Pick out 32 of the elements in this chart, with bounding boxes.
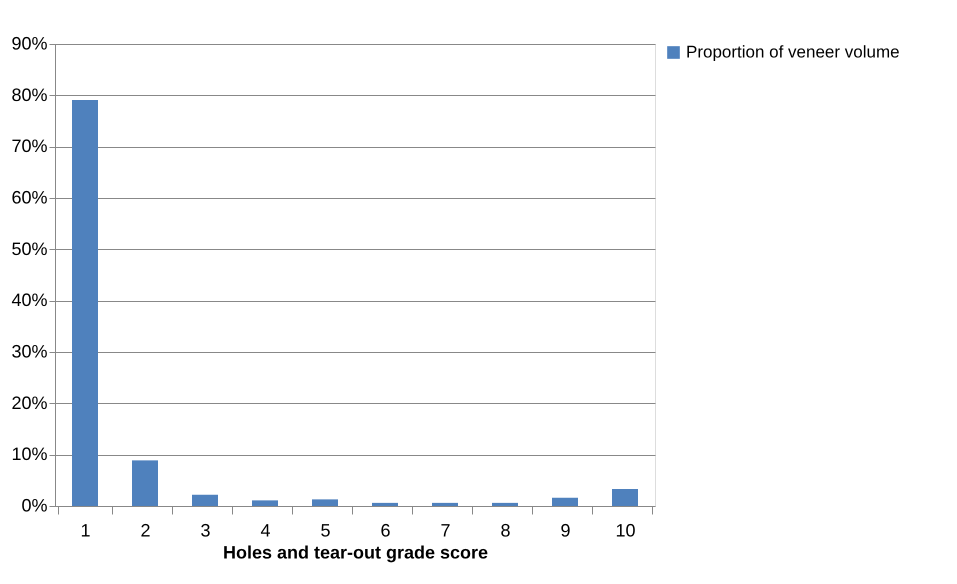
x-tick-label: 10 (615, 520, 636, 540)
y-tick-label: 50% (11, 238, 48, 259)
x-tick-label: 4 (260, 520, 271, 540)
bar (372, 502, 398, 506)
y-tick-label: 70% (11, 136, 48, 156)
x-tick-label: 8 (500, 520, 511, 540)
x-tick-label: 6 (380, 520, 391, 540)
x-axis-title: Holes and tear-out grade score (222, 542, 488, 562)
bar (552, 498, 578, 506)
y-tick-label: 20% (11, 392, 48, 413)
bar (252, 500, 278, 506)
bar (312, 499, 338, 506)
y-tick-label: 30% (11, 342, 48, 362)
bar (72, 100, 98, 506)
bar (492, 502, 518, 506)
x-tick-label: 2 (140, 520, 151, 540)
x-tick-label: 3 (200, 520, 211, 540)
bar (132, 460, 158, 506)
y-tick-label: 40% (11, 290, 48, 310)
bar (612, 489, 638, 506)
y-tick-label: 80% (11, 84, 48, 105)
x-tick-label: 1 (80, 520, 91, 540)
x-tick-label: 5 (320, 520, 331, 540)
bar (432, 502, 458, 506)
y-tick-label: 10% (11, 444, 48, 464)
y-tick-label: 90% (11, 34, 48, 54)
x-tick-label: 9 (560, 520, 571, 540)
bar (192, 494, 218, 506)
x-tick-label: 7 (440, 520, 451, 540)
y-tick-label: 60% (11, 188, 48, 208)
legend-label: Proportion of veneer volume (686, 42, 900, 62)
y-tick-label: 0% (21, 496, 48, 516)
